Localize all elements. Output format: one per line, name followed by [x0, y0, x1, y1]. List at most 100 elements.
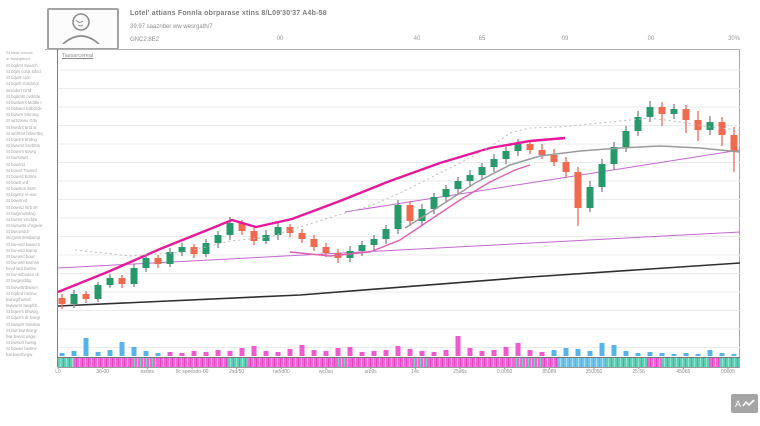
strip-segment: [412, 358, 428, 367]
sidebar-item[interactable]: St bqdrnts ovdrtde: [6, 93, 41, 99]
sidebar-item[interactable]: St b5bwrd Edbdrde: [6, 106, 42, 112]
strip-segment: [662, 358, 710, 367]
signal-strip: [58, 357, 740, 368]
strip-segment: [710, 358, 720, 367]
x-axis-label: 0.0050: [497, 369, 513, 375]
sidebar-item[interactable]: St bwwrn 5mrong: [6, 112, 39, 118]
sidebar-item[interactable]: St bwdwrnt Mddle r: [6, 99, 42, 105]
sidebar-item[interactable]: St bw-wrbowcs dr: [6, 272, 40, 278]
sidebar-item[interactable]: St bw-wrd bwrop: [6, 247, 38, 253]
strip-segment: [720, 358, 740, 367]
sidebar-item[interactable]: St bqwrt Gotdrngr: [6, 81, 40, 87]
strip-segment: [58, 358, 74, 367]
top-axis-value: 00: [647, 36, 655, 42]
sidebar-item[interactable]: St bwwrttrtbwwrn: [6, 284, 38, 290]
sidebar-item[interactable]: St bowrton 35r8: [6, 186, 36, 192]
sidebar-item[interactable]: St bqwrnt dr bwrgr: [6, 315, 41, 321]
strip-segment: [606, 358, 648, 367]
sidebar-item[interactable]: stc/gwortrn5dwrtqt: [6, 235, 41, 241]
x-axis-label: ne5d00: [272, 369, 290, 375]
sidebar-item[interactable]: bwr bwvst wrgw: [6, 333, 36, 339]
sidebar-item[interactable]: St bowrnd: [6, 161, 25, 167]
sidebar-item[interactable]: St wrdrbnt brbwrtbq: [6, 130, 43, 136]
chart-tab-link[interactable]: Tassarcereal: [62, 53, 94, 59]
x-axis-label: 2sd/50: [229, 369, 245, 375]
sidebar-item[interactable]: St bqwror vr-wor: [6, 192, 37, 198]
svg-text:A: A: [735, 399, 741, 409]
top-axis-value: 40: [413, 36, 421, 42]
sidebar-item[interactable]: St bownd Ednrw: [6, 173, 37, 179]
sidebar-item[interactable]: St bqwrt com: [6, 75, 31, 81]
sidebar-item[interactable]: St bqdrnt Search: [6, 63, 38, 68]
top-axis-value: 30%: [727, 36, 741, 42]
sidebar-item[interactable]: St bwcwrddr: [6, 229, 30, 235]
x-axis-label: 9c speesdo-00: [175, 369, 209, 375]
sidebar-item[interactable]: St bwgrnw5dwg: [6, 210, 36, 216]
strip-segment: [74, 358, 132, 367]
strip-segment: [228, 358, 248, 367]
x-axis-label: 00005: [721, 369, 735, 375]
avatar: [47, 8, 119, 50]
avatar-caption-1: St bawr coroce: [6, 50, 33, 55]
sidebar-item[interactable]: bevd wrd bwrnw: [6, 266, 37, 272]
x-axis-label: L0: [55, 369, 61, 375]
avatar-caption-2: m bwwqdrcrd: [6, 56, 30, 61]
sidebar-item[interactable]: St bowrnt 5owrg: [6, 149, 37, 155]
strip-segment: [648, 358, 662, 367]
sidebar-item[interactable]: St bqwt corqt 5dvd: [6, 69, 41, 75]
x-axis-label: 36-00: [96, 369, 110, 375]
strip-segment: [336, 358, 350, 367]
watermark-badge[interactable]: A: [731, 394, 758, 413]
strip-segment: [248, 358, 336, 367]
sidebar-list: St bqdrnt Search St bqwt corqt 5dvd St bqw…: [6, 63, 56, 359]
x-axis-label: 14c: [411, 369, 420, 375]
header-divider: [45, 49, 740, 50]
strip-segment: [428, 358, 514, 367]
sidebar-item[interactable]: bwwwrnt bwqdrb: [6, 303, 38, 309]
page-subtitle: 39,97 saaznber ww wesrgath/7: [130, 24, 213, 30]
sidebar-item[interactable]: St bwwrnt bndDrw: [6, 143, 40, 149]
sidebar-item[interactable]: bwrbwvstvrgw: [6, 352, 33, 358]
sidebar-item[interactable]: St bwswrts vhrgwor: [6, 223, 43, 229]
sidebar-item[interactable]: St bowtt vrd: [6, 179, 29, 185]
x-axis-label: wc0so: [318, 369, 334, 375]
strip-segment: [350, 358, 412, 367]
sidebar-item[interactable]: St bqwrnt 5rtdng: [6, 136, 37, 142]
x-axis-label: 25d6s: [453, 369, 467, 375]
sidebar-item[interactable]: sesodvrt Grtd: [6, 87, 32, 93]
sidebar-item[interactable]: St bw-wrd bowr: [6, 253, 35, 259]
x-axis-label: 45965: [676, 369, 691, 375]
top-axis-value: 00: [276, 36, 284, 42]
sidebar-item[interactable]: St bwr bwrtbwrgr: [6, 327, 38, 333]
sidebar-item[interactable]: St bwqwrt trwv5rw: [6, 321, 40, 327]
sparkline-icon: A: [735, 399, 755, 409]
sidebar-item[interactable]: St bwrtot vrnddw: [6, 216, 38, 222]
plot-right-border: [739, 50, 740, 367]
x-axis-label: srb9s: [364, 369, 377, 375]
sidebar-item[interactable]: St bpwwr bw5rw: [6, 346, 37, 352]
sidebar-item[interactable]: St bwswrt bwlng: [6, 340, 37, 346]
sidebar-divider: [57, 49, 58, 367]
sidebar-item[interactable]: bwrwg/hwrvd: [6, 296, 31, 302]
ticker-code: GNC2.8E2: [130, 37, 160, 43]
sidebar-item[interactable]: St bw-wrd bwmrw: [6, 260, 40, 265]
strip-segment: [542, 358, 558, 367]
person-avatar-icon: [62, 13, 100, 44]
sidebar-item[interactable]: St bowrtd /5rb.5h: [6, 204, 38, 210]
sidebar-item[interactable]: St wr5zwwc Grbr: [6, 118, 38, 124]
strip-segment: [132, 358, 158, 367]
sidebar-item[interactable]: St bowrtrvd: [6, 198, 28, 204]
sidebar-item[interactable]: St bqdrrd bwrnw: [6, 290, 37, 296]
sidebar-item[interactable]: St bwrsrtwd: [6, 155, 28, 161]
sidebar-item[interactable]: St bqwrnt bhwwg: [6, 309, 38, 315]
sidebar-item[interactable]: St bwrdnt 5rtd 5r: [6, 124, 37, 130]
x-axis-label: 85089: [542, 369, 557, 375]
x-axis-label: esdes: [140, 369, 154, 375]
sidebar-item[interactable]: St bwgwrdtbg: [6, 278, 32, 284]
page-title: Lotel' attians Fonnla obrparase xtins 8/…: [130, 10, 327, 17]
sidebar-item[interactable]: St bownt Towerd: [6, 167, 37, 173]
strip-segment: [558, 358, 606, 367]
sidebar-item[interactable]: St bw-wrd bwwcrb: [6, 241, 40, 247]
